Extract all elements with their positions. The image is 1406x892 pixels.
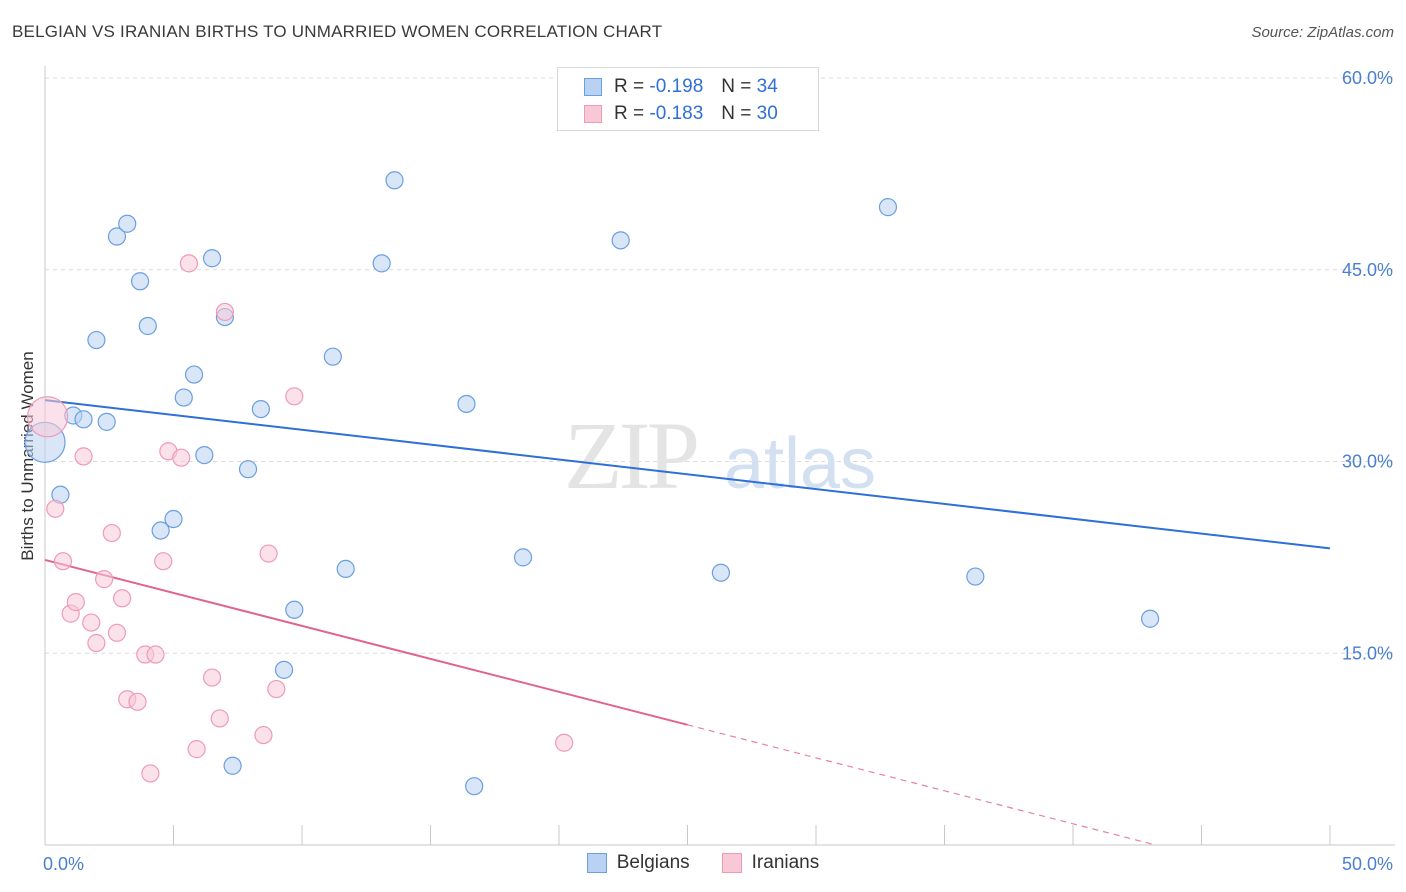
belgians-legend-swatch (586, 853, 607, 873)
point-belgians (251, 399, 270, 419)
point-belgians (223, 756, 242, 775)
belgians-r-value: -0.198 (649, 76, 704, 97)
axes (44, 66, 1395, 846)
iranians-n-value: 30 (756, 103, 778, 124)
point-iranians (187, 740, 206, 759)
y-tick-label: 45.0% (1342, 260, 1393, 280)
point-belgians (164, 509, 183, 529)
point-belgians (336, 559, 355, 578)
point-iranians (146, 645, 165, 664)
x-tick-label-start: 0.0% (43, 854, 84, 874)
chart-title: BELGIAN VS IRANIAN BIRTHS TO UNMARRIED W… (12, 22, 663, 41)
iranians-r-value: -0.183 (649, 103, 704, 124)
trend-line-belgians (44, 399, 1331, 550)
point-belgians (465, 777, 484, 796)
point-iranians (66, 593, 85, 612)
point-belgians (195, 446, 214, 465)
point-iranians (267, 679, 286, 699)
point-iranians (141, 764, 160, 783)
y-tick-label: 15.0% (1342, 643, 1393, 663)
point-iranians (259, 544, 278, 563)
point-iranians (154, 552, 173, 571)
legend-item-belgians: Belgians (586, 852, 690, 874)
belgians-n-label: N = (721, 76, 752, 97)
iranians-n-label: N = (721, 103, 752, 124)
trend-extension-iranians (687, 724, 1156, 846)
point-belgians (151, 521, 170, 540)
point-belgians (174, 388, 193, 407)
point-iranians (128, 692, 147, 711)
point-belgians (1140, 609, 1160, 628)
point-belgians (138, 316, 157, 336)
point-iranians (285, 387, 304, 406)
point-belgians (130, 272, 150, 291)
point-belgians (74, 410, 93, 429)
y-tick-label: 30.0% (1342, 452, 1393, 472)
iranians-swatch (584, 105, 602, 123)
point-belgians (97, 412, 116, 431)
point-iranians (87, 633, 106, 653)
series-legend: Belgians Iranians (0, 852, 1406, 874)
point-belgians (457, 394, 476, 414)
source-label: Source: ZipAtlas.com (1251, 24, 1394, 41)
point-iranians (95, 570, 114, 589)
legend-item-iranians: Iranians (721, 852, 820, 874)
point-belgians (238, 460, 258, 479)
point-iranians (215, 302, 234, 322)
point-belgians (107, 227, 127, 246)
point-belgians (274, 660, 294, 679)
point-belgians (372, 254, 391, 273)
trend-lines (44, 399, 1331, 846)
trend-line-iranians (44, 558, 688, 726)
y-tick-label: 60.0% (1342, 68, 1393, 88)
point-iranians (102, 523, 121, 543)
belgians-n-value: 34 (756, 76, 778, 97)
belgians-legend-label: Belgians (616, 852, 690, 873)
point-belgians (513, 548, 533, 567)
point-iranians (26, 396, 69, 438)
point-iranians (107, 623, 127, 642)
point-iranians (555, 733, 574, 752)
x-tick-label-end: 50.0% (1342, 854, 1393, 874)
tick-labels: 15.0% 30.0% 45.0% 60.0% 0.0% 50.0% (43, 68, 1393, 874)
watermark-zip: ZIP (564, 402, 697, 509)
point-iranians (202, 668, 222, 687)
iranians-legend-label: Iranians (751, 852, 820, 873)
point-iranians (210, 709, 229, 728)
belgians-swatch (584, 78, 602, 96)
stats-legend: R = -0.198 N = 34 R = -0.183 N = 30 (557, 67, 819, 131)
point-iranians (46, 499, 65, 518)
point-iranians (82, 613, 101, 632)
point-iranians (254, 725, 273, 745)
point-belgians (711, 563, 731, 582)
point-belgians (285, 600, 304, 619)
iranians-r-label: R = (614, 103, 645, 124)
iranians-legend-swatch (721, 853, 742, 873)
data-points (24, 171, 1160, 796)
point-belgians (87, 330, 106, 350)
point-iranians (74, 447, 93, 466)
point-belgians (878, 198, 898, 217)
point-belgians (184, 365, 204, 384)
point-iranians (172, 448, 191, 467)
point-iranians (179, 254, 199, 273)
point-belgians (323, 347, 342, 366)
point-iranians (53, 552, 73, 571)
legend-row-belgians: R = -0.198 N = 34 (584, 74, 778, 100)
watermark: ZIP atlas (564, 402, 876, 509)
watermark-atlas: atlas (724, 424, 876, 504)
point-belgians (385, 171, 404, 190)
point-belgians (118, 214, 137, 233)
point-belgians (611, 231, 630, 250)
point-iranians (112, 589, 132, 608)
point-belgians (202, 249, 222, 268)
point-belgians (966, 567, 985, 586)
belgians-r-label: R = (614, 76, 645, 97)
legend-row-iranians: R = -0.183 N = 30 (584, 101, 778, 127)
